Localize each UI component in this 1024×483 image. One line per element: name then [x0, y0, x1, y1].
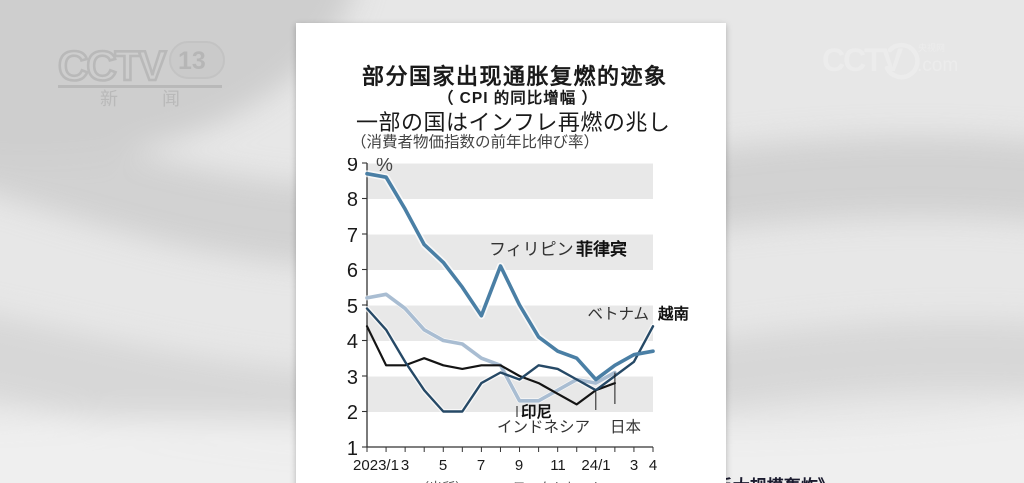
svg-text:CCTV: CCTV	[58, 42, 166, 89]
svg-text:9: 9	[515, 457, 523, 474]
svg-text:闻: 闻	[162, 89, 180, 108]
svg-text:5: 5	[439, 457, 447, 474]
svg-text:新: 新	[100, 89, 118, 108]
svg-text:3: 3	[630, 457, 638, 474]
svg-text:24/1: 24/1	[581, 457, 610, 474]
svg-text:7: 7	[347, 225, 358, 247]
svg-text:4: 4	[649, 457, 657, 474]
svg-text:6: 6	[347, 260, 358, 282]
svg-text:11: 11	[550, 457, 566, 474]
svg-text:5: 5	[347, 296, 358, 318]
svg-text:9: 9	[347, 158, 358, 176]
svg-text:.com: .com	[917, 55, 958, 76]
svg-text:3: 3	[347, 367, 358, 389]
svg-text:インドネシア: インドネシア	[497, 418, 590, 436]
svg-text:菲律宾: 菲律宾	[576, 239, 627, 259]
svg-text:ベトナム: ベトナム	[588, 306, 650, 323]
svg-text:4: 4	[347, 331, 358, 353]
svg-text:2023/1: 2023/1	[353, 457, 399, 474]
svg-text:2: 2	[347, 402, 358, 424]
svg-text:3: 3	[401, 457, 409, 474]
svg-text:8: 8	[347, 189, 358, 211]
svg-text:央视网: 央视网	[918, 42, 945, 53]
svg-text:フィリピン: フィリピン	[489, 240, 574, 259]
svg-text:日本: 日本	[610, 418, 641, 436]
svg-text:13: 13	[178, 47, 206, 75]
svg-text:7: 7	[477, 457, 485, 474]
svg-text:越南: 越南	[657, 304, 689, 323]
